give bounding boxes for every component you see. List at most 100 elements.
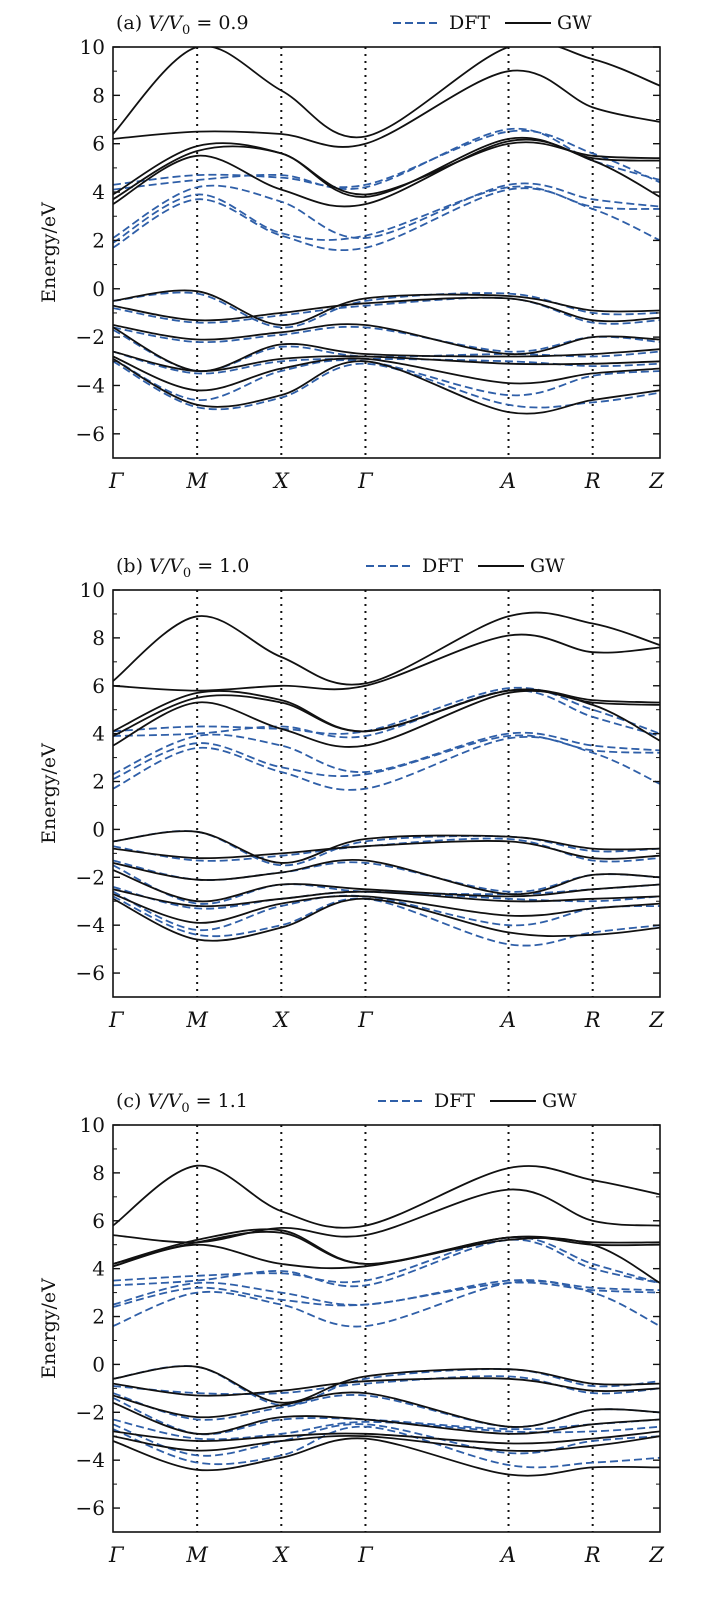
dft-band-8 [113,1392,660,1428]
dft-band-4 [113,127,660,191]
panel-label: (a) [116,12,148,34]
kpoint-label-Z: Z [648,1543,664,1567]
panel-label: (b) [116,555,149,577]
dft-band-2 [113,185,660,244]
gw-band-4 [113,1188,660,1244]
dft-band-6 [113,830,660,867]
y-tick-label: 2 [92,1305,105,1329]
y-tick-label: 10 [80,35,105,59]
y-tick-label: 2 [92,770,105,794]
y-tick-label: 6 [92,1209,105,1233]
dft-band-11 [113,1423,660,1457]
dft-band-5 [113,129,660,189]
gw-band-10 [113,888,660,908]
gw-band-9 [113,869,660,903]
gw-band-7 [113,296,660,323]
dft-band-7 [113,1375,660,1396]
dft-band-12 [113,1425,660,1469]
y-tick-label: −2 [76,865,105,889]
dft-band-5 [113,686,660,735]
gw-band-2 [113,1230,660,1265]
y-tick-label: 4 [92,1257,105,1281]
gw-band-9 [113,1401,660,1435]
kpoint-label-X: X [272,469,290,493]
legend-dft-label: DFT [422,555,463,577]
legend-dft-label: DFT [434,1090,475,1112]
gw-band-12 [113,1437,660,1477]
plot-frame [112,589,661,998]
y-tick-label: 0 [92,277,105,301]
legend-gw-label: GW [530,555,565,577]
gw-band-3 [113,688,660,733]
y-tick-label: 6 [92,132,105,156]
gw-band-5 [113,611,660,686]
gw-band-11 [113,893,660,924]
plot-frame [112,1124,661,1533]
legend: DFT GW [366,555,565,577]
legend: DFT GW [378,1090,577,1112]
gw-band-12 [113,358,660,415]
ratio-label: V/V [148,1090,184,1112]
ratio-subscript: 0 [181,1101,189,1116]
gw-band-1 [113,138,660,208]
ratio-value: = 0.9 [190,12,248,34]
y-tick-label: 2 [92,228,105,252]
gw-band-8 [113,858,660,896]
gw-band-5 [113,1164,660,1229]
kpoint-label-Γ: Γ [108,469,125,493]
kpoint-label-M: M [185,1543,208,1567]
y-tick-label: −4 [76,913,105,937]
kpoint-label-R: R [584,1543,601,1567]
kpoint-label-Z: Z [648,1008,664,1032]
kpoint-label-Γ: Γ [357,1543,374,1567]
gw-band-3 [113,1228,660,1265]
kpoint-label-A: A [499,469,516,493]
dft-band-6 [113,291,660,329]
kpoint-label-R: R [584,1008,601,1032]
gw-band-10 [113,350,660,372]
dft-band-3 [113,1279,660,1306]
kpoint-label-Γ: Γ [108,1543,125,1567]
gw-band-2 [113,136,660,201]
gw-band-7 [113,1377,660,1397]
dft-band-1 [113,735,660,791]
band-curves [113,47,660,415]
kpoint-label-Γ: Γ [357,469,374,493]
gw-band-11 [113,355,660,392]
y-tick-label: 8 [92,1161,105,1185]
dft-band-5 [113,1236,660,1284]
gw-band-1 [113,1237,660,1284]
y-tick-label: −6 [76,1496,105,1520]
y-tick-label: 0 [92,1352,105,1376]
panel-title: (b) V/V0 = 1.0 [116,555,249,581]
y-tick-label: 4 [92,722,105,746]
gw-band-8 [113,1391,660,1428]
dft-band-4 [113,689,660,739]
gw-band-3 [113,141,660,196]
ratio-label: V/V [148,12,184,34]
gw-band-6 [113,289,660,326]
panel-title: (c) V/V0 = 1.1 [116,1090,248,1116]
gw-band-11 [113,1434,660,1452]
plot-frame [112,46,661,459]
panel-title: (a) V/V0 = 0.9 [116,12,249,38]
dft-band-12 [113,360,660,411]
y-tick-label: −6 [76,422,105,446]
legend-gw-label: GW [557,12,592,34]
dft-band-4 [113,1238,660,1288]
kpoint-label-X: X [272,1543,290,1567]
y-tick-label: −4 [76,1448,105,1472]
gw-band-12 [113,897,660,942]
kpoint-label-Γ: Γ [357,1008,374,1032]
y-axis-label: Energy/eV [38,743,60,844]
y-tick-label: −2 [76,325,105,349]
kpoint-label-M: M [185,469,208,493]
ratio-value: = 1.1 [190,1090,248,1112]
legend: DFT GW [393,12,592,34]
kpoint-label-A: A [499,1008,516,1032]
legend-gw-label: GW [542,1090,577,1112]
y-axis-label: Energy/eV [38,1278,60,1379]
band-curves [113,1164,660,1477]
